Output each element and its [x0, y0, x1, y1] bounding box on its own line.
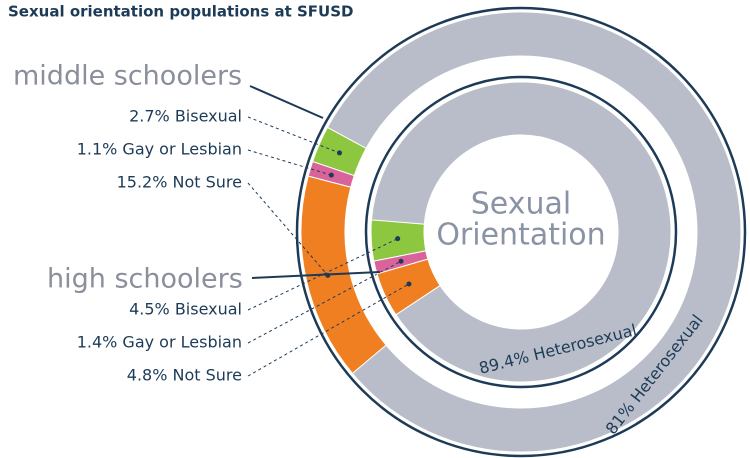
leader-line — [247, 238, 398, 311]
leader-dot — [406, 281, 412, 287]
ring-pointer — [249, 85, 324, 119]
center-label: Orientation — [436, 218, 605, 253]
leader-dot — [328, 172, 334, 178]
leader-line — [247, 182, 329, 276]
leader-line — [247, 149, 332, 176]
center-label: Sexual — [471, 187, 571, 222]
leader-dot — [398, 258, 404, 264]
ring-name: high schoolers — [47, 264, 243, 295]
outer-border — [295, 6, 747, 458]
leader-line — [247, 283, 410, 377]
slice — [370, 81, 672, 383]
slice — [326, 11, 742, 453]
slice-label: 1.1% Gay or Lesbian — [77, 140, 242, 159]
slice-label: 4.8% Not Sure — [127, 366, 242, 385]
ring-pointer — [251, 271, 381, 279]
leader-dot — [336, 150, 342, 156]
leader-line — [247, 116, 340, 154]
ring-name: middle schoolers — [13, 61, 242, 92]
leader-line — [247, 260, 402, 344]
slice-label: 1.4% Gay or Lesbian — [77, 333, 242, 352]
slice-label: 15.2% Not Sure — [117, 173, 242, 192]
slice-label: 2.7% Bisexual — [129, 107, 242, 126]
inner-border — [364, 75, 678, 389]
leader-dot — [395, 236, 401, 242]
chart-title: Sexual orientation populations at SFUSD — [8, 3, 354, 21]
slice-label: 4.5% Bisexual — [129, 300, 242, 319]
